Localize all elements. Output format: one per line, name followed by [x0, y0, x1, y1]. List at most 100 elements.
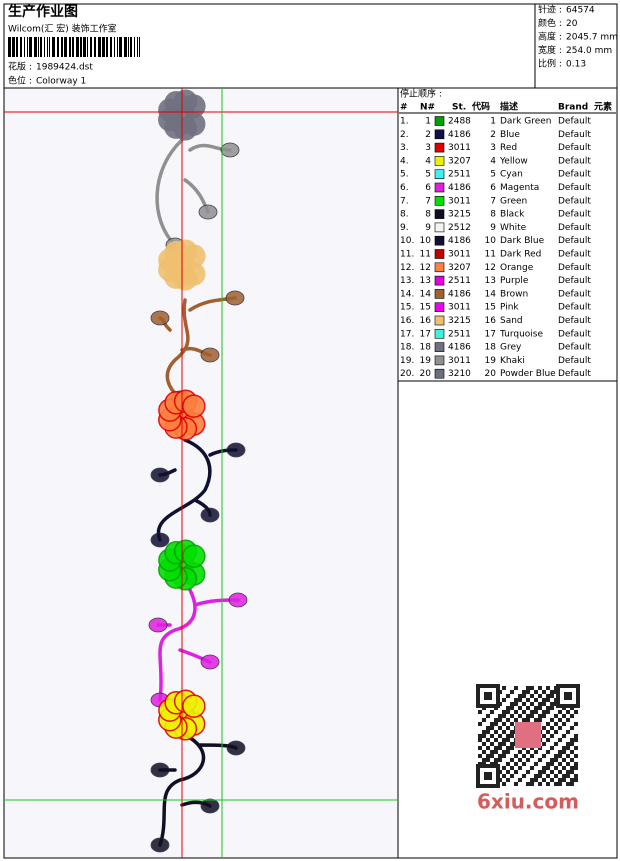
qr-cell: [542, 702, 546, 706]
row-st: 4186: [448, 289, 471, 299]
qr-cell: [534, 706, 538, 710]
row-code: 10: [485, 236, 497, 246]
row-name: Dark Red: [500, 250, 541, 260]
swatch: [434, 355, 445, 366]
bar: [110, 37, 112, 57]
row-name: Red: [500, 143, 517, 153]
row-n: 1: [425, 117, 431, 127]
row-name: Blue: [500, 130, 520, 140]
qr-cell: [494, 722, 498, 726]
barcode: [8, 37, 140, 57]
row-no: 18.: [400, 343, 414, 353]
row-n: 12: [420, 263, 431, 273]
subtitle: Wilcom(汇 宏) 装饰工作室: [8, 23, 117, 35]
qr-cell: [538, 770, 542, 774]
row-no: 11.: [400, 250, 414, 260]
qr-cell: [546, 710, 550, 714]
row-name: Green: [500, 196, 527, 206]
column-header: 代码: [471, 101, 490, 113]
qr-cell: [570, 742, 574, 746]
qr-cell: [538, 782, 542, 786]
row-n: 3: [425, 143, 431, 153]
row-n: 11: [420, 250, 431, 260]
row-code: 11: [485, 250, 496, 260]
qr-cell: [510, 746, 514, 750]
bar: [72, 37, 74, 57]
leaf: [148, 617, 168, 633]
leaf: [225, 290, 245, 306]
qr-logo: [515, 722, 541, 748]
swatch: [434, 196, 445, 206]
qr-cell: [570, 778, 574, 782]
petal: [182, 694, 206, 718]
row-n: 5: [425, 170, 431, 180]
qr-cell: [534, 774, 538, 778]
qr-cell: [498, 718, 502, 722]
row-name: Powder Blue: [500, 369, 556, 379]
qr-cell: [518, 778, 522, 782]
qr-cell: [550, 778, 554, 782]
qr-cell: [554, 754, 558, 758]
qr-cell: [546, 722, 550, 726]
qr-cell: [530, 754, 534, 758]
qr-cell: [486, 754, 490, 758]
swatch: [434, 342, 445, 352]
qr-cell: [574, 746, 578, 750]
qr-finder: [484, 692, 492, 700]
qr-cell: [566, 718, 570, 722]
row-code: 17: [485, 329, 496, 339]
row-name: Pink: [500, 303, 519, 313]
swatch: [434, 169, 445, 179]
row-name: Dark Green: [500, 117, 551, 127]
row-code: 12: [485, 263, 496, 273]
qr-cell: [510, 706, 514, 710]
qr-cell: [574, 762, 578, 766]
swatch: [434, 289, 445, 299]
swatch: [434, 275, 445, 286]
qr-cell: [482, 734, 486, 738]
petal: [182, 544, 206, 568]
qr-cell: [570, 726, 574, 730]
qr-cell: [546, 750, 550, 754]
qr-cell: [498, 726, 502, 730]
table-title: 停止顺序 :: [400, 88, 442, 100]
leaf: [226, 442, 246, 458]
qr-cell: [486, 730, 490, 734]
bar: [128, 37, 129, 57]
row-no: 6.: [400, 183, 409, 193]
qr-cell: [514, 702, 518, 706]
qr-cell: [486, 738, 490, 742]
qr-cell: [482, 750, 486, 754]
row-code: 20: [485, 369, 497, 379]
stat-label: 颜色 :: [538, 17, 562, 29]
row-brand: Default: [558, 183, 591, 193]
row-st: 2511: [448, 329, 471, 339]
bar: [130, 37, 132, 57]
qr-cell: [498, 734, 502, 738]
row-st: 3011: [448, 303, 471, 313]
qr-cell: [570, 750, 574, 754]
bar: [49, 37, 50, 57]
qr-cell: [566, 782, 570, 786]
swatch: [434, 182, 445, 193]
row-name: Brown: [500, 289, 528, 299]
qr-cell: [526, 718, 530, 722]
qr-cell: [542, 698, 546, 702]
qr-cell: [542, 734, 546, 738]
leaf: [228, 592, 248, 608]
stat-value: 2045.7 mm: [566, 33, 618, 43]
info-value: Colorway 1: [36, 77, 86, 87]
qr-cell: [558, 710, 562, 714]
row-code: 7: [490, 196, 496, 206]
bar: [87, 37, 88, 57]
row-n: 13: [420, 276, 431, 286]
qr-cell: [514, 710, 518, 714]
row-brand: Default: [558, 356, 591, 366]
bar: [29, 37, 32, 57]
row-st: 3215: [448, 210, 471, 220]
qr-cell: [554, 714, 558, 718]
qr-cell: [530, 694, 534, 698]
petal: [182, 244, 206, 268]
qr-cell: [538, 694, 542, 698]
qr-cell: [522, 690, 526, 694]
